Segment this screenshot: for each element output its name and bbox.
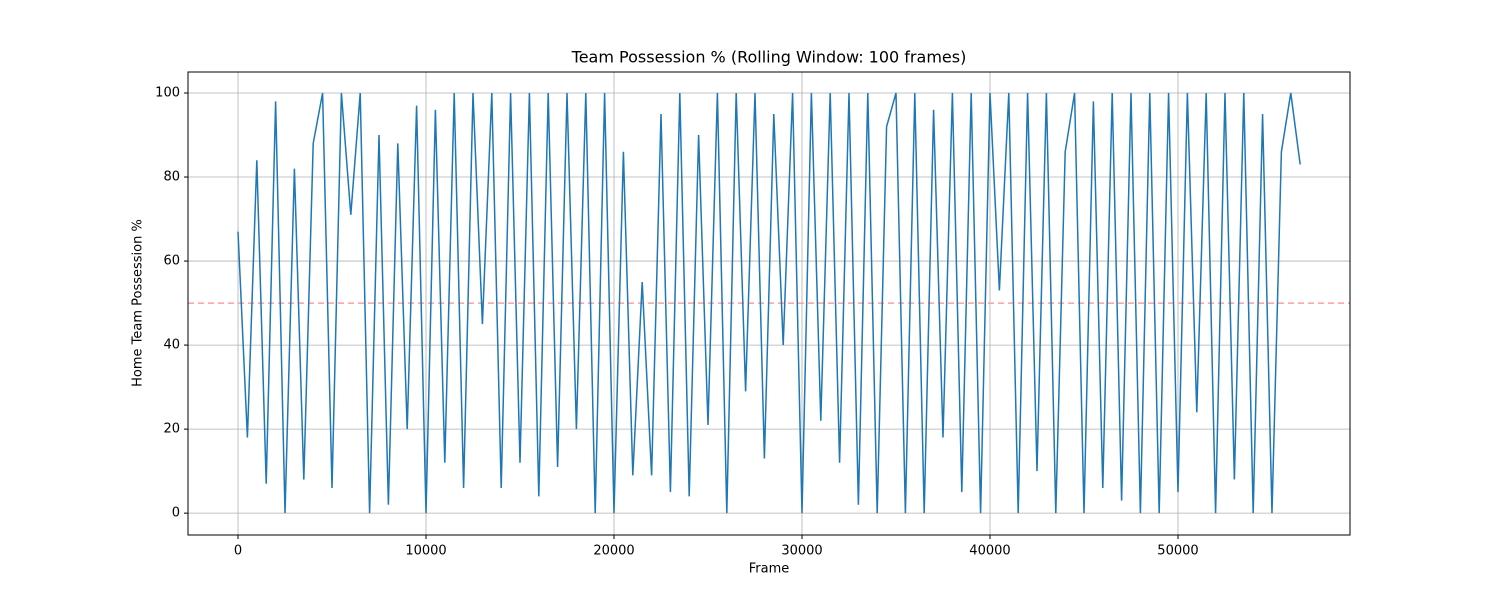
x-tick-label: 10000 [405,544,446,559]
y-tick-label: 0 [172,506,180,521]
y-tick-label: 80 [163,170,180,185]
y-axis-label: Home Team Possession % [131,219,146,387]
x-tick-label: 30000 [781,544,822,559]
y-tick-label: 60 [163,254,180,269]
data-line [237,92,1301,514]
y-tick-label: 100 [155,86,180,101]
x-axis-label: Frame [749,562,790,577]
x-tick-label: 40000 [969,544,1010,559]
x-tick-label: 20000 [593,544,634,559]
x-tick-label: 50000 [1157,544,1198,559]
x-tick-label: 0 [234,544,242,559]
plot-frame [187,71,1351,536]
y-tick-label: 40 [163,338,180,353]
y-tick-label: 20 [163,422,180,437]
chart-title: Team Possession % (Rolling Window: 100 f… [571,48,967,67]
